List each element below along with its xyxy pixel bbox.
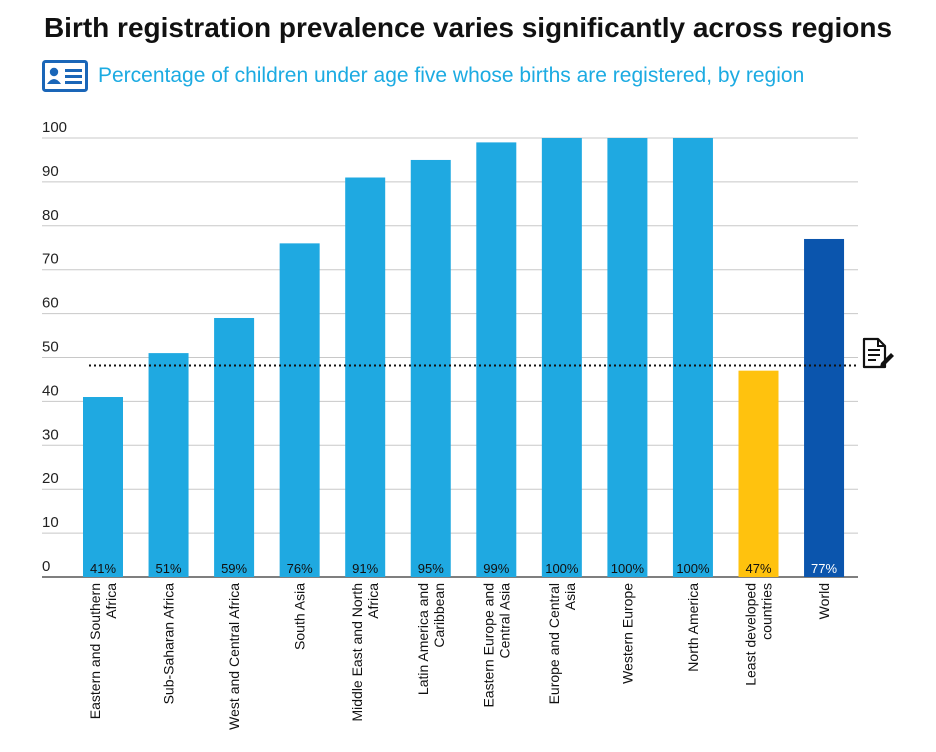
x-tick-label-line: Central Asia [496,583,512,659]
x-tick-label: Latin America and Caribbean [415,583,447,695]
bar [541,138,582,577]
x-tick-label-line: South Asia [292,583,308,650]
chart-subtitle: Percentage of children under age five wh… [98,64,805,87]
data-label: 99% [483,561,509,576]
y-tick-label: 100 [42,119,67,136]
x-tick-label: Europe and Central Asia [546,583,578,705]
y-tick-label: 0 [42,558,50,575]
data-label: 100% [611,561,645,576]
id-card-icon [42,60,88,92]
bars [83,138,845,578]
x-tick-label: South Asia [292,583,308,650]
y-tick-label: 70 [42,251,59,268]
x-tick-label-line: Eastern and Southern [87,583,103,719]
data-label: 59% [221,561,247,576]
x-tick-label-line: Middle East and North [349,583,365,722]
y-tick-label: 40 [42,382,59,399]
bar [476,142,517,577]
subtitle-row: Percentage of children under age five wh… [42,58,804,94]
x-tick-label-line: Sub-Saharan Africa [161,583,177,705]
x-tick-label: Eastern Europe and Central Asia [480,583,512,708]
bar [804,238,845,577]
bar [83,397,123,577]
x-tick-label-line: Latin America and [415,583,431,695]
data-label: 91% [352,561,378,576]
document-pen-icon [862,337,894,369]
data-label: 51% [156,561,182,576]
bar [279,243,320,578]
x-tick-label-line: Caribbean [431,583,447,648]
x-tick-label-line: Africa [365,583,381,619]
x-tick-label-line: Eastern Europe and [480,583,496,708]
x-axis-ticks: Eastern and Southern Africa Sub-Saharan Af… [87,583,832,730]
data-label: 95% [418,561,444,576]
y-tick-label: 30 [42,426,59,443]
x-tick-label: West and Central Africa [226,583,242,730]
data-label: 77% [811,561,837,576]
bar [345,177,386,577]
bar [148,353,189,577]
y-tick-label: 80 [42,207,59,224]
y-axis-ticks: 0 10 20 30 40 50 60 70 80 90 100 [42,119,67,575]
bar [607,138,648,577]
y-tick-label: 50 [42,339,59,356]
x-tick-label: Western Europe [619,583,635,684]
data-label: 76% [287,561,313,576]
x-tick-label: Least developed countries [743,583,775,686]
x-tick-label-line: countries [759,583,775,640]
y-tick-label: 60 [42,295,59,312]
x-tick-label-line: Least developed [743,583,759,686]
y-tick-label: 90 [42,163,59,180]
data-label: 47% [745,561,771,576]
x-tick-label: North America [685,583,701,672]
x-tick-label-line: North America [685,583,701,672]
bar [672,138,713,577]
bar [410,159,451,577]
data-label: 100% [676,561,710,576]
y-tick-label: 10 [42,514,59,531]
x-tick-label: Middle East and North Africa [349,583,381,722]
x-tick-label-line: World [816,583,832,619]
x-tick-label-line: Asia [562,583,578,610]
data-label: 41% [90,561,116,576]
data-labels: 41% 51% 59% 76% 91% 95% 99% 100% 100% 100% 47% 77% [90,561,838,576]
x-tick-label-line: Africa [103,583,119,619]
data-label: 100% [545,561,579,576]
x-tick-label: World [816,583,832,619]
bar [214,317,255,577]
x-tick-label-line: Western Europe [619,583,635,684]
x-tick-label-line: Europe and Central [546,583,562,704]
chart-title: Birth registration prevalence varies sig… [43,12,893,43]
x-tick-label: Sub-Saharan Africa [161,583,177,705]
y-tick-label: 20 [42,470,59,487]
x-tick-label: Eastern and Southern Africa [87,583,119,719]
x-tick-label-line: West and Central Africa [226,583,242,730]
bar [738,370,779,577]
